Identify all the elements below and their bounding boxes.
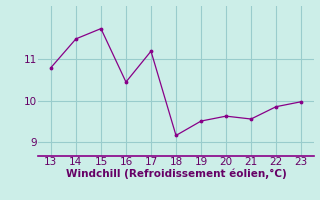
X-axis label: Windchill (Refroidissement éolien,°C): Windchill (Refroidissement éolien,°C) <box>66 169 286 179</box>
